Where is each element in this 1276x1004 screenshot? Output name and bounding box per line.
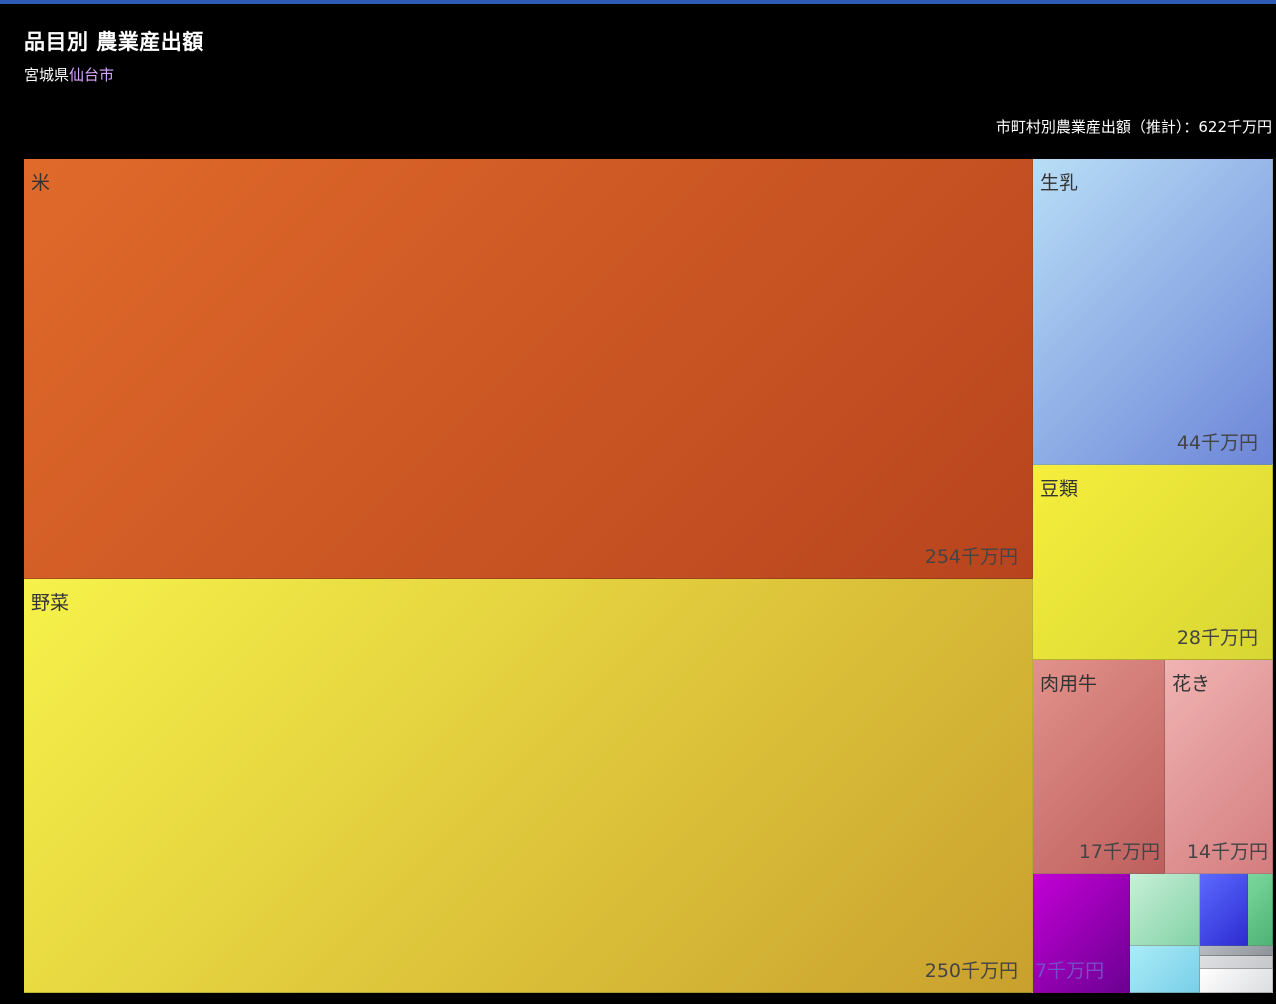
treemap-tile[interactable]: 豆類 28千万円	[1033, 465, 1273, 660]
treemap-tile[interactable]: 野菜 250千万円	[24, 579, 1033, 993]
treemap-tile[interactable]: 花き 14千万円	[1165, 660, 1273, 874]
tile-label: 花き	[1172, 673, 1211, 695]
total-output-label: 市町村別農業産出額（推計）：622千万円	[995, 118, 1272, 136]
tile-label: 生乳	[1040, 172, 1079, 194]
treemap-tile[interactable]: 7千万円	[1033, 874, 1130, 993]
tile-label: 豆類	[1040, 478, 1079, 500]
treemap-tile[interactable]	[1200, 874, 1248, 946]
chart-subtitle: 宮城県仙台市	[24, 64, 114, 85]
treemap-tile[interactable]: 肉用牛 17千万円	[1033, 660, 1165, 874]
tile-label: 米	[31, 172, 51, 194]
treemap-tile[interactable]	[1130, 946, 1200, 993]
chart-title: 品目別 農業産出額	[24, 30, 204, 54]
treemap: 米 254千万円野菜 250千万円 生乳 44千万円豆類 28千万円肉用牛 17千万円 花き 1…	[24, 159, 1273, 993]
subtitle-city[interactable]: 仙台市	[69, 66, 115, 84]
treemap-tile[interactable]	[1200, 946, 1273, 956]
tile-value: 7千万円	[1035, 960, 1105, 982]
treemap-tile[interactable]	[1130, 874, 1200, 946]
treemap-tile[interactable]: 米 254千万円	[24, 159, 1033, 579]
treemap-tile[interactable]	[1200, 969, 1273, 993]
treemap-tile[interactable]	[1200, 956, 1273, 969]
tile-value: 14千万円	[1186, 841, 1268, 863]
tile-label: 肉用牛	[1040, 673, 1098, 695]
tile-value: 254千万円	[924, 546, 1018, 568]
tile-label: 野菜	[31, 592, 70, 614]
subtitle-prefecture: 宮城県	[24, 66, 70, 84]
tile-value: 17千万円	[1078, 841, 1160, 863]
tile-value: 44千万円	[1176, 432, 1258, 454]
treemap-tile[interactable]: 生乳 44千万円	[1033, 159, 1273, 465]
tile-value: 28千万円	[1176, 627, 1258, 649]
treemap-tile[interactable]	[1248, 874, 1273, 946]
tile-value: 250千万円	[924, 960, 1018, 982]
